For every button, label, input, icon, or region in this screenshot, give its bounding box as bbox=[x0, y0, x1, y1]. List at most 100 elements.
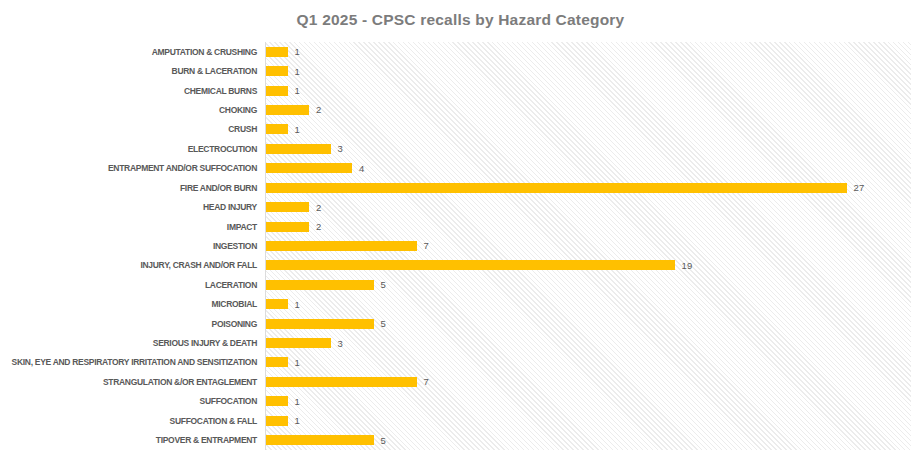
category-label: CHOKING bbox=[0, 105, 266, 115]
bar-track: 2 bbox=[266, 197, 911, 216]
bar bbox=[266, 396, 288, 406]
category-label: IMPACT bbox=[0, 222, 266, 232]
bar-track: 1 bbox=[266, 294, 911, 313]
bar-row: IMPACT 2 bbox=[0, 217, 911, 236]
category-label: SERIOUS INJURY & DEATH bbox=[0, 338, 266, 348]
category-label: CRUSH bbox=[0, 124, 266, 134]
bar bbox=[266, 183, 847, 193]
bar-row: CRUSH 1 bbox=[0, 120, 911, 139]
bar-track: 27 bbox=[266, 178, 911, 197]
bar-track: 2 bbox=[266, 217, 911, 236]
bar-track: 5 bbox=[266, 430, 911, 449]
bar bbox=[266, 105, 309, 115]
bar-track: 5 bbox=[266, 275, 911, 294]
bar-track: 1 bbox=[266, 81, 911, 100]
bar-track: 3 bbox=[266, 139, 911, 158]
category-label: TIPOVER & ENTRAPMENT bbox=[0, 435, 266, 445]
bar-track: 1 bbox=[266, 411, 911, 430]
bar-track: 1 bbox=[266, 120, 911, 139]
chart-title: Q1 2025 - CPSC recalls by Hazard Categor… bbox=[0, 11, 921, 29]
value-label: 1 bbox=[295, 415, 300, 426]
category-label: LACERATION bbox=[0, 280, 266, 290]
bar-row: BURN & LACERATION 1 bbox=[0, 61, 911, 80]
bar bbox=[266, 319, 374, 329]
bar bbox=[266, 241, 417, 251]
bar bbox=[266, 144, 331, 154]
bar bbox=[266, 377, 417, 387]
bar bbox=[266, 86, 288, 96]
bar-row: CHOKING2 bbox=[0, 100, 911, 119]
bar-track: 19 bbox=[266, 256, 911, 275]
bar bbox=[266, 66, 288, 76]
value-label: 7 bbox=[424, 240, 429, 251]
value-label: 2 bbox=[316, 221, 321, 232]
category-label: AMPUTATION & CRUSHING bbox=[0, 47, 266, 57]
value-label: 1 bbox=[295, 299, 300, 310]
bar-track: 1 bbox=[266, 61, 911, 80]
value-label: 5 bbox=[381, 435, 386, 446]
bar-row: INJURY, CRASH AND/OR FALL 19 bbox=[0, 256, 911, 275]
value-label: 1 bbox=[295, 46, 300, 57]
bar bbox=[266, 338, 331, 348]
bar bbox=[266, 280, 374, 290]
bar-row: CHEMICAL BURNS1 bbox=[0, 81, 911, 100]
value-label: 5 bbox=[381, 279, 386, 290]
category-label: SUFFOCATION bbox=[0, 396, 266, 406]
category-label: SUFFOCATION & FALL bbox=[0, 416, 266, 426]
bar-row: POISONING5 bbox=[0, 314, 911, 333]
bar-track: 5 bbox=[266, 314, 911, 333]
category-label: BURN & LACERATION bbox=[0, 66, 266, 76]
bar-track: 2 bbox=[266, 100, 911, 119]
category-label: ENTRAPMENT AND/OR SUFFOCATION bbox=[0, 163, 266, 173]
bar-track: 1 bbox=[266, 353, 911, 372]
bar bbox=[266, 124, 288, 134]
bar bbox=[266, 299, 288, 309]
bar-track: 7 bbox=[266, 372, 911, 391]
bar bbox=[266, 260, 675, 270]
bar-row: SERIOUS INJURY & DEATH 3 bbox=[0, 333, 911, 352]
bar-track: 4 bbox=[266, 159, 911, 178]
bar-track: 1 bbox=[266, 42, 911, 61]
category-label: STRANGULATION &/OR ENTAGLEMENT bbox=[0, 377, 266, 387]
bar bbox=[266, 202, 309, 212]
bar-row: TIPOVER & ENTRAPMENT 5 bbox=[0, 430, 911, 449]
value-label: 1 bbox=[295, 396, 300, 407]
bar-row: ENTRAPMENT AND/OR SUFFOCATION 4 bbox=[0, 159, 911, 178]
value-label: 1 bbox=[295, 357, 300, 368]
value-label: 1 bbox=[295, 124, 300, 135]
bar-track: 3 bbox=[266, 333, 911, 352]
bar bbox=[266, 163, 352, 173]
bar bbox=[266, 357, 288, 367]
bar-row: SKIN, EYE AND RESPIRATORY IRRITATION AND… bbox=[0, 353, 911, 372]
value-label: 4 bbox=[359, 163, 364, 174]
bar-rows: AMPUTATION & CRUSHING1BURN & LACERATION1… bbox=[0, 42, 911, 450]
bar bbox=[266, 47, 288, 57]
bar-row: INGESTION 7 bbox=[0, 236, 911, 255]
category-label: FIRE AND/OR BURN bbox=[0, 183, 266, 193]
bar-row: STRANGULATION &/OR ENTAGLEMENT 7 bbox=[0, 372, 911, 391]
bar-chart: Q1 2025 - CPSC recalls by Hazard Categor… bbox=[0, 0, 921, 460]
bar-row: LACERATION 5 bbox=[0, 275, 911, 294]
value-label: 27 bbox=[854, 182, 865, 193]
category-label: SKIN, EYE AND RESPIRATORY IRRITATION AND… bbox=[0, 357, 266, 367]
category-label: MICROBIAL bbox=[0, 299, 266, 309]
bar-track: 1 bbox=[266, 392, 911, 411]
value-label: 2 bbox=[316, 202, 321, 213]
value-label: 19 bbox=[682, 260, 693, 271]
category-label: ELECTROCUTION bbox=[0, 144, 266, 154]
bar-row: FIRE AND/OR BURN 27 bbox=[0, 178, 911, 197]
bar-row: SUFFOCATION & FALL 1 bbox=[0, 411, 911, 430]
category-label: INGESTION bbox=[0, 241, 266, 251]
bar-row: SUFFOCATION 1 bbox=[0, 392, 911, 411]
value-label: 1 bbox=[295, 66, 300, 77]
bar bbox=[266, 416, 288, 426]
category-label: CHEMICAL BURNS bbox=[0, 86, 266, 96]
bar-track: 7 bbox=[266, 236, 911, 255]
category-label: INJURY, CRASH AND/OR FALL bbox=[0, 260, 266, 270]
value-label: 3 bbox=[338, 338, 343, 349]
bar bbox=[266, 222, 309, 232]
bar bbox=[266, 435, 374, 445]
value-label: 7 bbox=[424, 376, 429, 387]
category-label: HEAD INJURY bbox=[0, 202, 266, 212]
bar-row: MICROBIAL 1 bbox=[0, 294, 911, 313]
